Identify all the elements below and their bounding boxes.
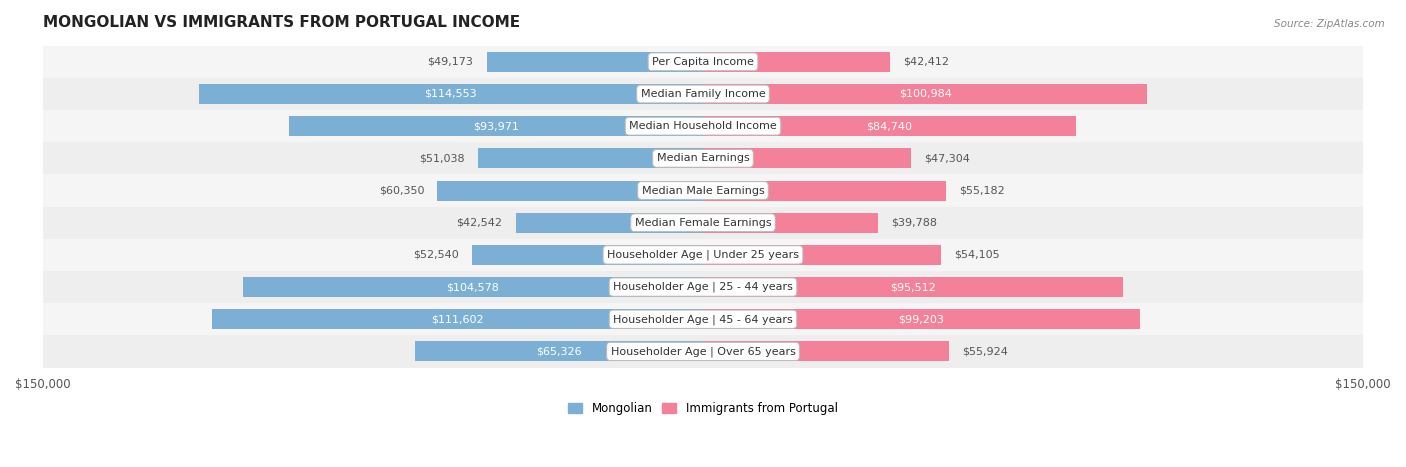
Text: $55,182: $55,182 xyxy=(959,185,1005,196)
Text: Householder Age | 25 - 44 years: Householder Age | 25 - 44 years xyxy=(613,282,793,292)
Bar xyxy=(42,271,1364,303)
Text: $51,038: $51,038 xyxy=(419,153,465,163)
Bar xyxy=(42,335,1364,368)
Text: $49,173: $49,173 xyxy=(427,57,474,67)
Text: $104,578: $104,578 xyxy=(447,282,499,292)
Text: $111,602: $111,602 xyxy=(432,314,484,324)
Bar xyxy=(212,309,703,329)
Bar xyxy=(198,84,703,104)
Text: $99,203: $99,203 xyxy=(898,314,945,324)
Text: $93,971: $93,971 xyxy=(474,121,519,131)
Bar xyxy=(703,213,879,233)
Text: Median Female Earnings: Median Female Earnings xyxy=(634,218,772,228)
Text: $42,542: $42,542 xyxy=(457,218,502,228)
Bar xyxy=(42,142,1364,175)
Text: Median Male Earnings: Median Male Earnings xyxy=(641,185,765,196)
Bar xyxy=(290,116,703,136)
Text: $84,740: $84,740 xyxy=(866,121,912,131)
Text: $65,326: $65,326 xyxy=(537,347,582,356)
Bar xyxy=(516,213,703,233)
Bar xyxy=(416,341,703,361)
Bar xyxy=(703,309,1140,329)
Bar xyxy=(472,245,703,265)
Text: $60,350: $60,350 xyxy=(378,185,425,196)
Bar xyxy=(437,181,703,200)
Bar xyxy=(42,206,1364,239)
Text: $52,540: $52,540 xyxy=(413,250,458,260)
Text: Source: ZipAtlas.com: Source: ZipAtlas.com xyxy=(1274,19,1385,28)
Text: $114,553: $114,553 xyxy=(425,89,477,99)
Text: Per Capita Income: Per Capita Income xyxy=(652,57,754,67)
Text: $95,512: $95,512 xyxy=(890,282,936,292)
Bar xyxy=(703,181,946,200)
Legend: Mongolian, Immigrants from Portugal: Mongolian, Immigrants from Portugal xyxy=(564,397,842,419)
Bar xyxy=(703,116,1076,136)
Bar xyxy=(42,46,1364,78)
Bar xyxy=(703,52,890,72)
Bar xyxy=(703,341,949,361)
Text: Householder Age | Over 65 years: Householder Age | Over 65 years xyxy=(610,346,796,357)
Bar xyxy=(42,239,1364,271)
Text: $54,105: $54,105 xyxy=(955,250,1000,260)
Text: $42,412: $42,412 xyxy=(903,57,949,67)
Bar xyxy=(486,52,703,72)
Text: Householder Age | 45 - 64 years: Householder Age | 45 - 64 years xyxy=(613,314,793,325)
Bar xyxy=(243,277,703,297)
Text: Median Family Income: Median Family Income xyxy=(641,89,765,99)
Bar xyxy=(703,149,911,168)
Text: $39,788: $39,788 xyxy=(891,218,938,228)
Text: MONGOLIAN VS IMMIGRANTS FROM PORTUGAL INCOME: MONGOLIAN VS IMMIGRANTS FROM PORTUGAL IN… xyxy=(42,15,520,30)
Bar xyxy=(703,245,941,265)
Text: $47,304: $47,304 xyxy=(924,153,970,163)
Bar xyxy=(703,277,1123,297)
Text: Median Earnings: Median Earnings xyxy=(657,153,749,163)
Text: $55,924: $55,924 xyxy=(962,347,1008,356)
Text: $100,984: $100,984 xyxy=(898,89,952,99)
Bar xyxy=(42,110,1364,142)
Text: Median Household Income: Median Household Income xyxy=(628,121,778,131)
Bar xyxy=(42,78,1364,110)
Text: Householder Age | Under 25 years: Householder Age | Under 25 years xyxy=(607,250,799,260)
Bar xyxy=(703,84,1147,104)
Bar xyxy=(42,303,1364,335)
Bar xyxy=(478,149,703,168)
Bar xyxy=(42,175,1364,206)
